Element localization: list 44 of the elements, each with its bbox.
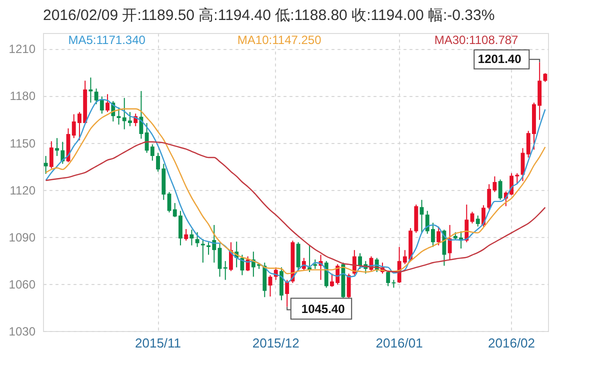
y-tick-label: 1210: [8, 42, 36, 56]
candlestick: [436, 226, 441, 246]
text: MA5:1171.340: [68, 33, 146, 47]
candlestick: [139, 90, 144, 140]
annotation: 1045.40: [301, 302, 346, 316]
candlestick: [44, 155, 48, 174]
y-tick-label: 1180: [10, 89, 36, 104]
annotation: 1201.40: [478, 52, 522, 66]
candlestick: [268, 274, 272, 297]
text: MA30:1108.787: [434, 33, 519, 47]
candlestick: [167, 192, 172, 213]
candlestick: [106, 94, 110, 113]
candlestick: [498, 178, 502, 200]
x-tick-label: 2015/12: [252, 336, 300, 350]
candlestick: [184, 228, 188, 242]
x-tick-label: 2016/02: [488, 336, 536, 350]
candlestick: [346, 273, 351, 300]
x-tick-label: 2015/11: [135, 336, 182, 350]
candlestick: [285, 279, 290, 308]
text: MA10:1147.250: [237, 33, 322, 47]
candlestick: [246, 256, 250, 272]
candlestick: [100, 96, 104, 114]
candlestick: [49, 140, 54, 170]
y-tick-label: 1030: [8, 324, 36, 338]
chart-title: 2016/02/09 开:1189.50 高:1194.40 低:1188.80 收:1194.00 幅:-0.33%: [43, 7, 495, 24]
candlestick: [324, 260, 328, 288]
candlestick: [200, 238, 205, 264]
candlestick: [482, 204, 486, 228]
candlestick: [240, 254, 244, 276]
candlestick: [476, 215, 480, 228]
candlestick: [94, 88, 98, 105]
candlestick: [296, 242, 300, 271]
y-tick-label: 1090: [8, 230, 36, 244]
candlestick: [88, 77, 93, 104]
candlestick: [190, 229, 194, 246]
candlestick: [116, 106, 121, 126]
candlestick: [448, 224, 452, 260]
y-tick-label: 1120: [10, 183, 36, 198]
y-tick-label: 1150: [10, 136, 36, 150]
candlestick: [195, 232, 200, 248]
y-tick-label: 1060: [8, 277, 36, 292]
x-tick-label: 2016/01: [376, 336, 423, 350]
candlestick: [313, 258, 318, 270]
candlestick: [55, 138, 59, 156]
